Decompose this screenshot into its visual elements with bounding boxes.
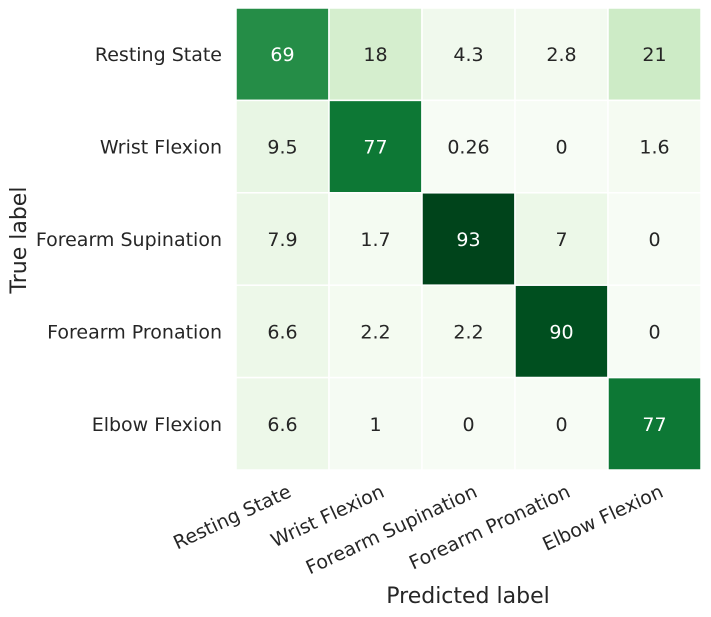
heatmap-cell (607, 284, 702, 379)
heatmap-cell (328, 376, 423, 471)
y-tick-label: Elbow Flexion (92, 414, 222, 436)
heatmap-cell-label: 9.5 (267, 137, 297, 159)
heatmap-cell-label: 2.2 (360, 321, 390, 343)
y-tick-label: Forearm Pronation (47, 321, 222, 343)
heatmap-cell-label: 2.8 (546, 44, 576, 66)
heatmap-cell (328, 192, 423, 286)
heatmap-cell-label: 69 (270, 44, 294, 66)
heatmap-cell-label: 1.7 (360, 229, 390, 251)
heatmap-cell-label: 2.2 (453, 321, 483, 343)
heatmap-cell-label: 0 (555, 137, 567, 159)
heatmap-cell (514, 192, 609, 286)
heatmap-cell-label: 0 (648, 229, 660, 251)
x-axis-label: Predicted label (386, 584, 549, 609)
heatmap-cell (421, 376, 516, 471)
heatmap-cell-label: 6.6 (267, 414, 297, 436)
x-tick-label: Forearm Supination (303, 481, 481, 580)
heatmap-cell-label: 93 (456, 229, 480, 251)
heatmap-cell-label: 77 (363, 137, 387, 159)
heatmap-cell-label: 0.26 (447, 137, 489, 159)
y-tick-label: Resting State (95, 44, 222, 66)
x-tick-label: Forearm Pronation (406, 481, 574, 575)
heatmap-cell-label: 1 (369, 414, 381, 436)
heatmap-cell (607, 99, 702, 194)
heatmap-cell (235, 376, 330, 471)
heatmap-cell-labels: 69 18 4.3 2.8 21 9.5 77 0.26 0 1.6 7.9 1.7 93 7 0 6.6 2.… (267, 44, 669, 436)
heatmap-cell (235, 7, 330, 102)
heatmap-cell-label: 77 (642, 414, 666, 436)
heatmap-cell-label: 1.6 (639, 137, 669, 159)
heatmap-cell (235, 99, 330, 194)
heatmap-cell-label: 0 (555, 414, 567, 436)
heatmap-cell-label: 0 (648, 321, 660, 343)
heatmap-cell (514, 284, 609, 379)
heatmap-cell-label: 90 (549, 321, 573, 343)
y-tick-labels: Resting State Wrist Flexion Forearm Supina… (36, 44, 222, 436)
y-tick-label: Forearm Supination (36, 229, 222, 251)
heatmap-cell (328, 7, 423, 102)
heatmap-cell-label: 6.6 (267, 321, 297, 343)
heatmap-cell-label: 7.9 (267, 229, 297, 251)
y-axis-label: True label (7, 187, 32, 295)
heatmap-cell-label: 4.3 (453, 44, 483, 66)
heatmap-cell (328, 284, 423, 379)
heatmap-cell-label: 0 (462, 414, 474, 436)
heatmap-cell (607, 376, 702, 471)
heatmap-cell (235, 284, 330, 379)
heatmap-cell (421, 7, 516, 102)
y-tick-label: Wrist Flexion (100, 137, 222, 159)
heatmap-cell-label: 7 (555, 229, 567, 251)
heatmap-cell (421, 284, 516, 379)
heatmap-cell-label: 21 (642, 44, 666, 66)
heatmap-cells (235, 7, 702, 471)
heatmap-cell-label: 18 (363, 44, 387, 66)
heatmap-cell (421, 99, 516, 194)
